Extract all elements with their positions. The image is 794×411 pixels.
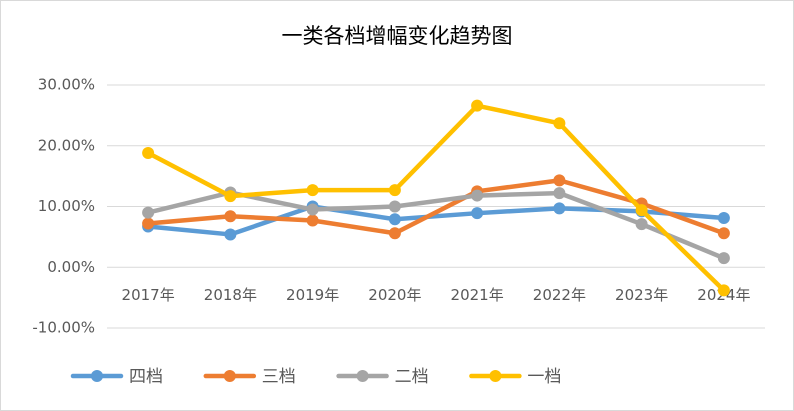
series-line xyxy=(145,204,727,237)
point-marker xyxy=(142,206,155,219)
point-marker xyxy=(717,252,730,265)
point-marker xyxy=(635,204,648,217)
point-marker xyxy=(142,217,155,230)
point-marker xyxy=(553,202,566,215)
y-tick-label: -10.00% xyxy=(32,319,95,337)
y-tick-label: 30.00% xyxy=(38,76,95,94)
point-marker xyxy=(142,147,155,160)
point-marker xyxy=(471,99,484,112)
point-marker xyxy=(553,117,566,130)
point-marker xyxy=(553,174,566,187)
point-marker xyxy=(224,210,237,223)
x-tick-label: 2019年 xyxy=(286,286,339,304)
point-marker xyxy=(388,213,401,226)
point-marker xyxy=(224,228,237,241)
legend-marker xyxy=(91,370,103,382)
chart-title: 一类各档增幅变化趋势图 xyxy=(282,24,513,48)
x-tick-label: 2020年 xyxy=(368,286,421,304)
point-marker xyxy=(388,200,401,213)
point-marker xyxy=(224,190,237,203)
point-marker xyxy=(388,184,401,197)
y-tick-label: 20.00% xyxy=(38,136,95,154)
point-marker xyxy=(306,203,319,216)
x-tick-label: 2018年 xyxy=(204,286,257,304)
point-marker xyxy=(306,184,319,197)
x-tick-label: 2023年 xyxy=(615,286,668,304)
x-tick-label: 2017年 xyxy=(122,286,175,304)
legend-marker xyxy=(489,370,502,382)
point-marker xyxy=(717,227,730,240)
legend-label: 一档 xyxy=(527,367,561,387)
legend-marker xyxy=(356,370,369,382)
point-marker xyxy=(717,212,730,225)
series-line xyxy=(145,178,727,236)
y-tick-label: 0.00% xyxy=(47,258,95,276)
legend-label: 二档 xyxy=(395,367,429,387)
point-marker xyxy=(471,207,484,220)
point-marker xyxy=(635,218,648,231)
legend-label: 三档 xyxy=(262,367,296,387)
legend-label: 四档 xyxy=(129,367,163,387)
y-tick-label: 10.00% xyxy=(38,197,95,215)
point-marker xyxy=(553,187,566,200)
point-marker xyxy=(306,214,319,227)
legend-marker xyxy=(223,370,236,382)
x-tick-label: 2021年 xyxy=(451,286,504,304)
point-marker xyxy=(717,284,730,297)
series-line xyxy=(145,103,727,293)
x-tick-label: 2022年 xyxy=(533,286,586,304)
point-marker xyxy=(388,227,401,240)
point-marker xyxy=(471,189,484,202)
